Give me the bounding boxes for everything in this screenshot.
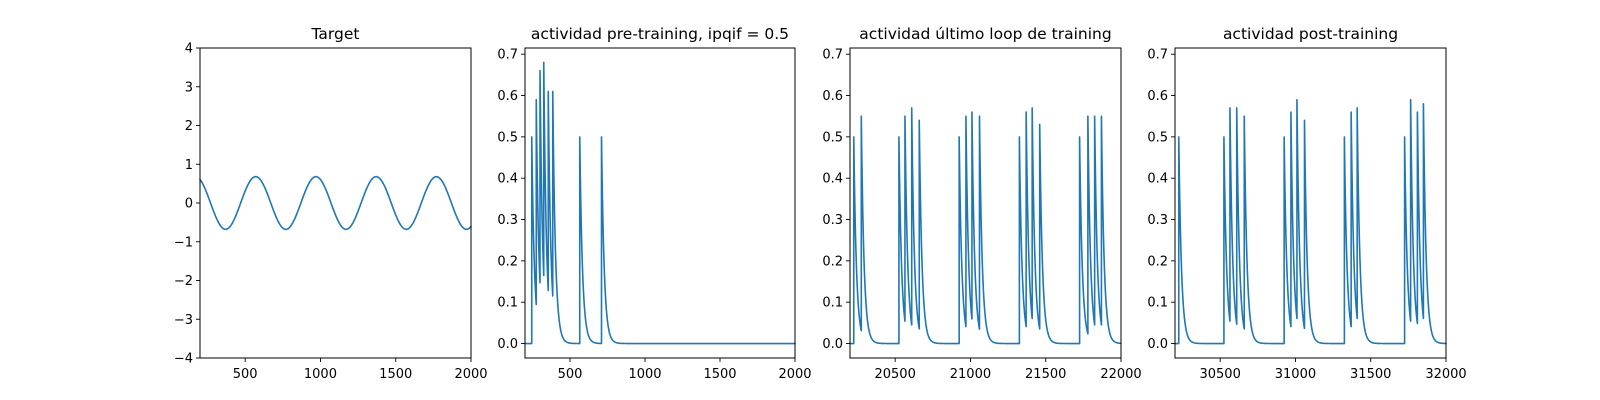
y-tick-label: −4 <box>174 352 193 367</box>
y-tick-label: 0.2 <box>497 254 518 269</box>
panel-title: actividad último loop de training <box>859 25 1111 43</box>
y-tick-label: 0.6 <box>1147 89 1168 104</box>
x-tick-label: 20500 <box>874 367 915 382</box>
y-tick-label: 0.5 <box>497 130 518 145</box>
y-tick-label: 0 <box>185 197 193 212</box>
axes-frame <box>849 47 1122 359</box>
y-tick-label: 0.3 <box>497 213 518 228</box>
y-tick-label: 1 <box>185 158 193 173</box>
panel-title: actividad pre-training, ipqif = 0.5 <box>531 25 789 43</box>
y-tick-label: 0.6 <box>497 89 518 104</box>
y-tick-label: 4 <box>185 42 193 57</box>
x-tick-label: 31000 <box>1275 367 1316 382</box>
y-tick-label: 0.2 <box>1147 254 1168 269</box>
x-tick-label: 2000 <box>454 367 487 382</box>
x-tick-label: 1000 <box>628 367 661 382</box>
x-tick-label: 21000 <box>950 367 991 382</box>
y-tick-label: 0.7 <box>822 48 843 63</box>
y-tick-label: −2 <box>174 274 193 289</box>
panel-post-training: actividad post-training 30500 31000 31500 3… <box>1147 25 1466 382</box>
y-tick-label: 0.3 <box>822 213 843 228</box>
y-tick-label: 0.7 <box>1147 48 1168 63</box>
y-tick-label: 0.4 <box>497 172 518 187</box>
x-tick-label: 1000 <box>304 367 337 382</box>
y-tick-label: 0.3 <box>1147 213 1168 228</box>
panel-title: Target <box>311 25 360 43</box>
x-tick-label: 1500 <box>379 367 412 382</box>
panel-pre-training: actividad pre-training, ipqif = 0.5 500 1… <box>497 25 811 382</box>
y-tick-label: −1 <box>174 235 193 250</box>
y-tick-label: 0.1 <box>822 296 843 311</box>
y-tick-label: 0.6 <box>822 89 843 104</box>
x-tick-label: 2000 <box>778 367 811 382</box>
y-tick-label: 0.0 <box>822 337 843 352</box>
y-tick-label: 0.1 <box>1147 296 1168 311</box>
y-tick-label: 0.7 <box>497 48 518 63</box>
series-line <box>199 175 472 231</box>
x-tick-label: 21500 <box>1025 367 1066 382</box>
y-tick-label: 0.1 <box>497 296 518 311</box>
y-tick-label: 0.4 <box>1147 172 1168 187</box>
x-tick-label: 1500 <box>703 367 736 382</box>
series-line <box>524 61 796 345</box>
y-tick-label: −3 <box>174 313 193 328</box>
axes-frame <box>1174 47 1447 359</box>
x-tick-label: 32000 <box>1425 367 1466 382</box>
panel-last-training-loop: actividad último loop de training 20500 2… <box>822 25 1141 382</box>
x-tick-label: 22000 <box>1100 367 1141 382</box>
x-tick-label: 500 <box>558 367 583 382</box>
y-tick-label: 3 <box>185 80 193 95</box>
y-tick-label: 0.5 <box>1147 130 1168 145</box>
y-tick-label: 0.5 <box>822 130 843 145</box>
series-line <box>849 107 1122 345</box>
y-tick-label: 0.4 <box>822 172 843 187</box>
series-line <box>1174 98 1447 345</box>
y-tick-label: 0.0 <box>497 337 518 352</box>
y-tick-label: 0.0 <box>1147 337 1168 352</box>
axes-frame <box>199 47 472 359</box>
x-tick-label: 500 <box>233 367 258 382</box>
axes-frame <box>524 47 796 359</box>
x-tick-label: 30500 <box>1199 367 1240 382</box>
y-tick-label: 2 <box>185 119 193 134</box>
y-tick-label: 0.2 <box>822 254 843 269</box>
x-tick-label: 31500 <box>1350 367 1391 382</box>
panel-title: actividad post-training <box>1223 25 1398 43</box>
panel-target: Target 500 1000 1500 2000 −4 −3 −2 −1 0 1 2 3 4 <box>174 25 488 382</box>
